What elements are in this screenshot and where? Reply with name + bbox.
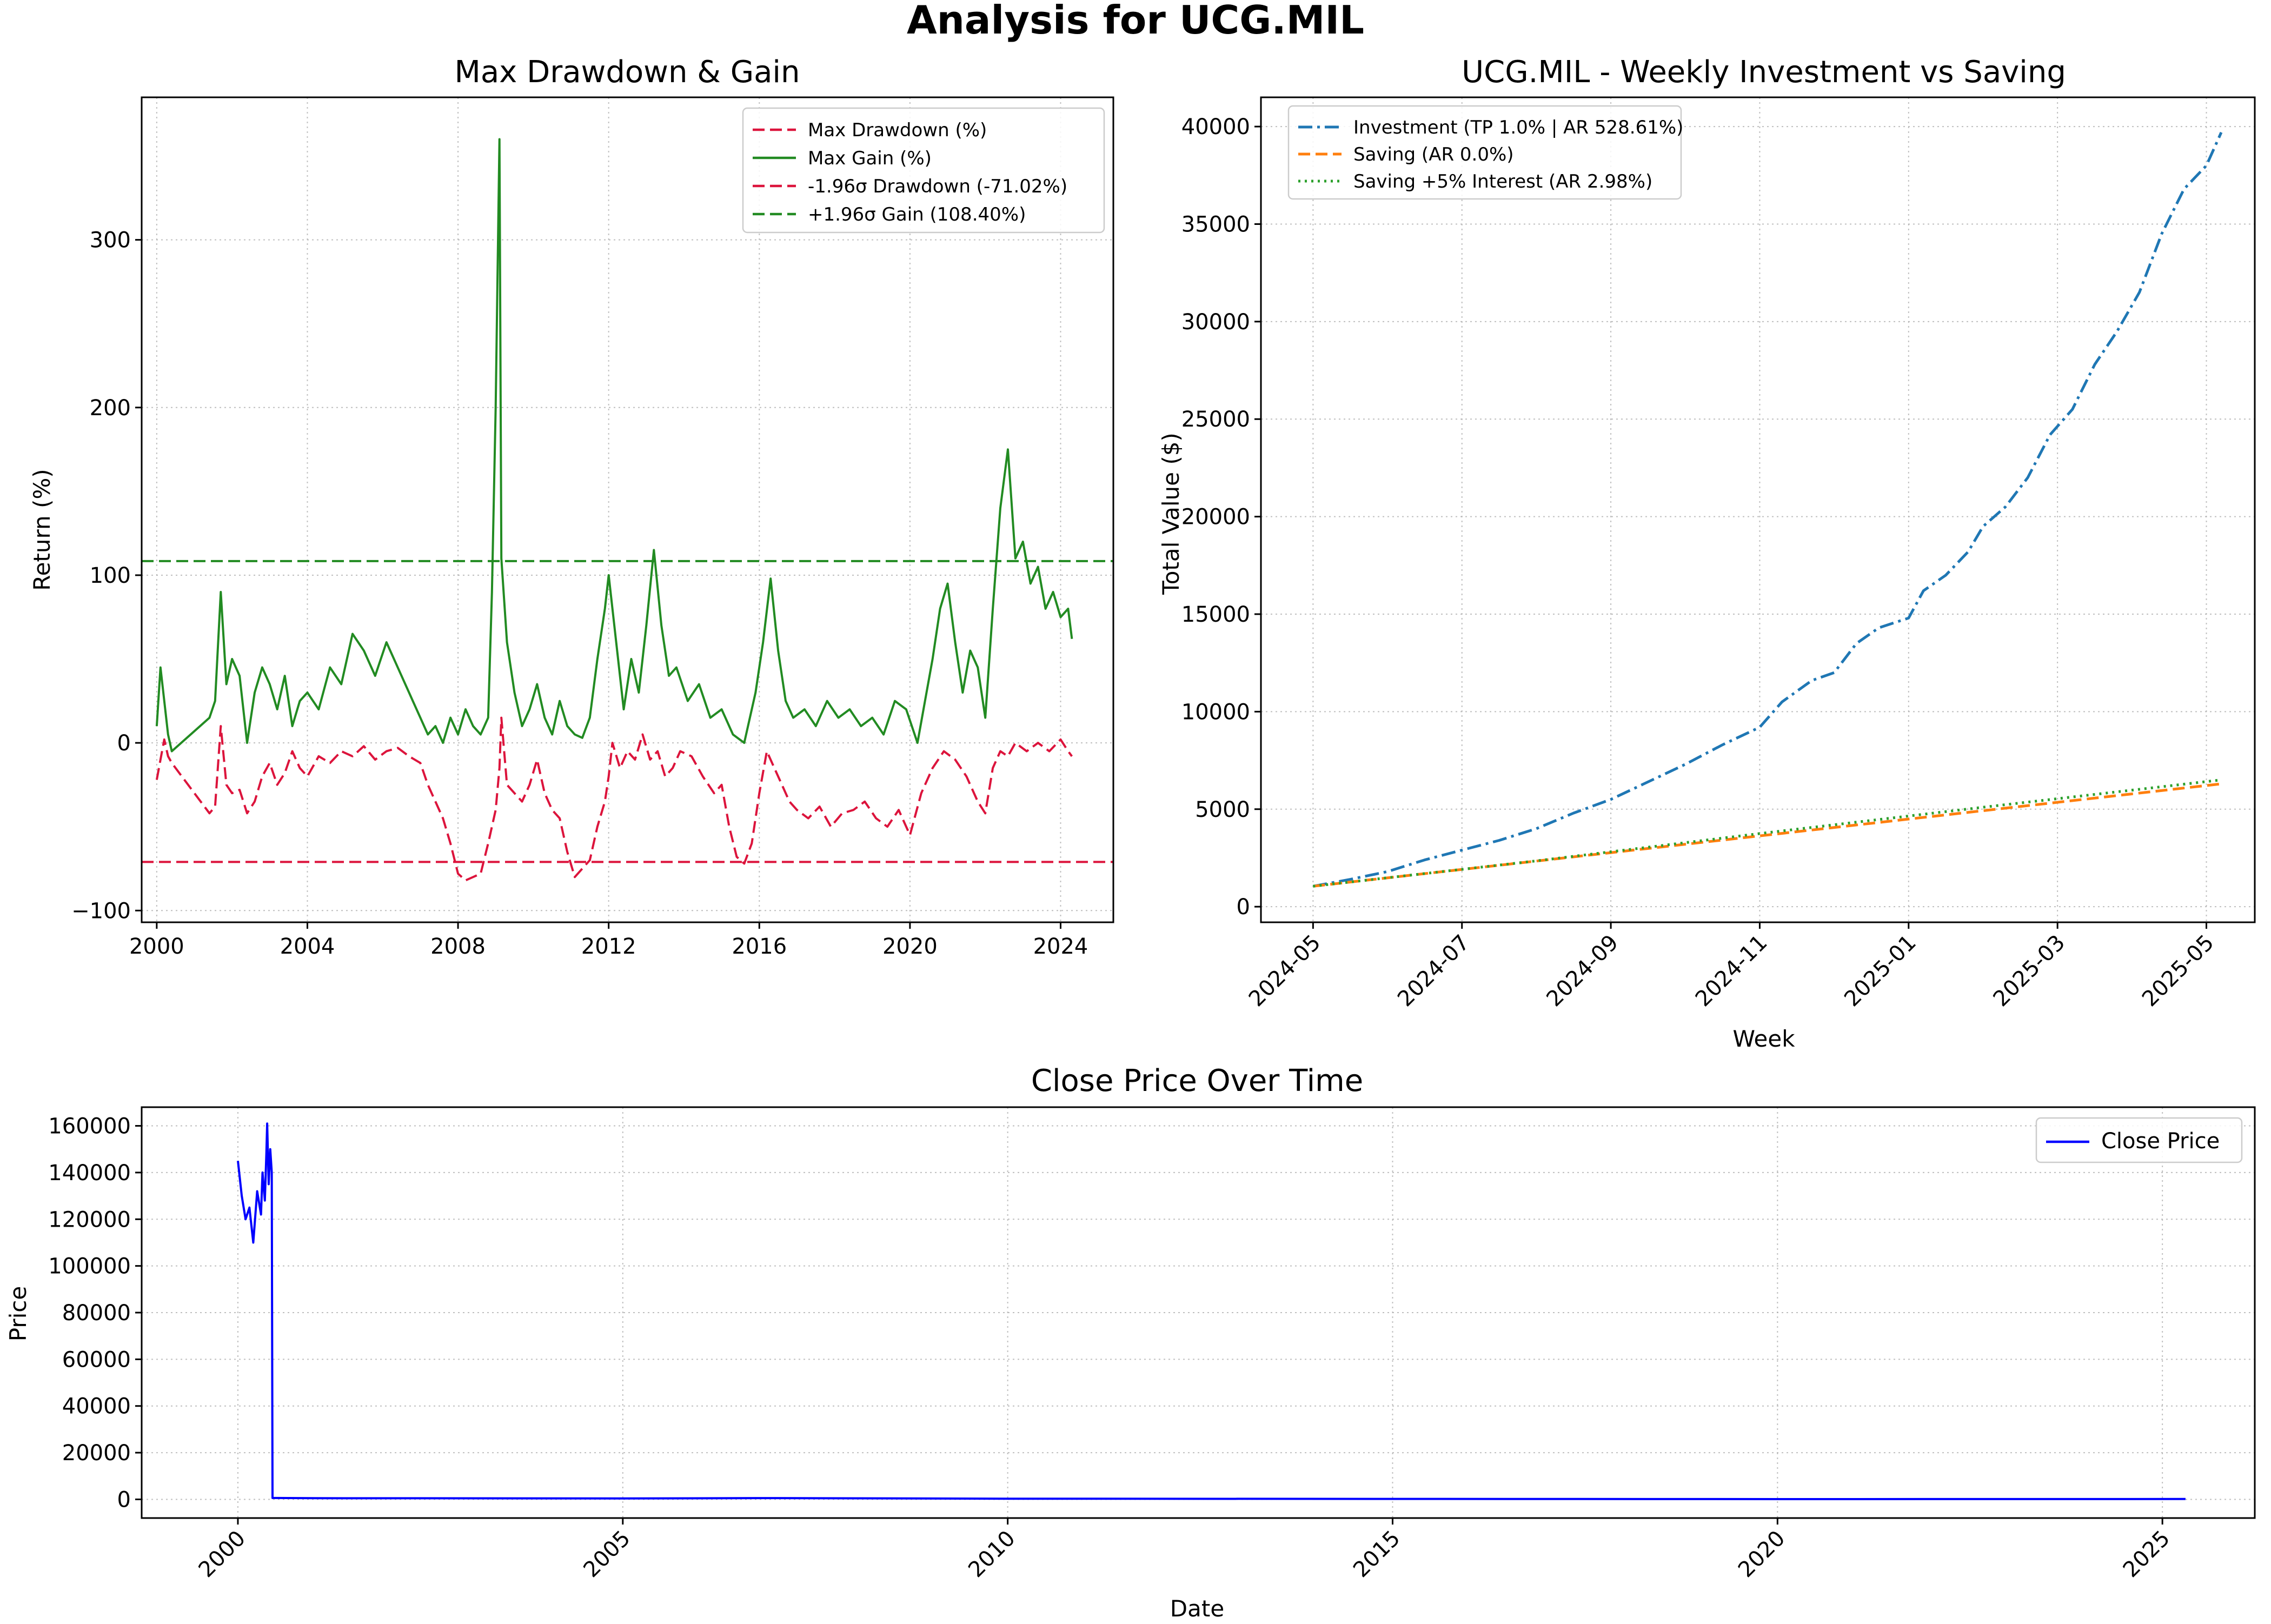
x-tick-label: 2025-01 [1840, 930, 1921, 1012]
x-axis-label: Date [1170, 1595, 1224, 1622]
series-line [1313, 782, 2222, 888]
legend-entry: Max Drawdown (%) [808, 119, 987, 141]
y-tick-label: 40000 [62, 1394, 131, 1419]
legend: Close Price [2035, 1117, 2243, 1163]
y-tick-label: 120000 [48, 1207, 131, 1232]
x-tick-label: 2025-05 [2137, 930, 2219, 1012]
close-price-chart: Close Price Over Time Price Date 2000 200… [5, 1063, 2256, 1622]
y-tick-label: 80000 [62, 1301, 131, 1326]
y-tick-label: 20000 [62, 1441, 131, 1466]
legend-entry: Close Price [2101, 1129, 2220, 1154]
y-tick-label: 0 [1237, 895, 1250, 920]
plot-frame [141, 96, 1114, 923]
chart-title: UCG.MIL - Weekly Investment vs Saving [1462, 55, 2066, 90]
x-tick-label: 2024-11 [1691, 930, 1772, 1012]
series-line [1313, 778, 2222, 888]
legend-entry: Investment (TP 1.0% | AR 528.61%) [1353, 117, 1683, 138]
figure-title: Analysis for UCG.MIL [907, 0, 1364, 43]
y-axis-label: Price [5, 1286, 31, 1341]
y-tick-label: 100000 [48, 1254, 131, 1279]
x-tick-label: 2000 [129, 934, 184, 959]
x-tick-label: 2004 [280, 934, 335, 959]
legend-entry: +1.96σ Gain (108.40%) [808, 204, 1026, 225]
legend-box [1287, 105, 1682, 200]
y-tick-label: 0 [117, 731, 131, 756]
x-tick-label: 2015 [1349, 1526, 1405, 1583]
legend: Max Drawdown (%) Max Gain (%) -1.96σ Drawd… [742, 107, 1105, 234]
series-line [237, 1122, 2186, 1500]
series-line [155, 138, 1073, 753]
x-axis-label: Week [1732, 1026, 1795, 1052]
y-tick-label: 60000 [62, 1347, 131, 1372]
series-line [155, 716, 1073, 882]
x-tick-label: 2020 [1734, 1526, 1790, 1583]
y-tick-label: 300 [90, 228, 131, 253]
x-tick-label: 2010 [964, 1526, 1020, 1583]
x-tick-label: 2020 [882, 934, 938, 959]
drawdown-gain-chart: Max Drawdown & Gain Return (%) 2000 2004 2… [29, 55, 1114, 959]
x-tick-label: 2024 [1033, 934, 1088, 959]
legend-entry: Saving (AR 0.0%) [1353, 144, 1514, 165]
x-tick-label: 2016 [732, 934, 787, 959]
y-tick-label: 200 [90, 396, 131, 421]
y-tick-label: 0 [117, 1487, 131, 1512]
legend-entry: Saving +5% Interest (AR 2.98%) [1353, 171, 1652, 192]
x-tick-label: 2008 [430, 934, 486, 959]
y-tick-label: −100 [71, 898, 131, 923]
x-tick-label: 2024-07 [1393, 930, 1475, 1012]
y-axis-label: Total Value ($) [1158, 432, 1184, 595]
x-tick-label: 2025-03 [1989, 930, 2070, 1012]
investment-saving-chart: UCG.MIL - Weekly Investment vs Saving To… [1158, 55, 2256, 1052]
y-tick-label: 25000 [1181, 407, 1250, 432]
y-tick-label: 160000 [48, 1114, 131, 1139]
chart-title: Close Price Over Time [1031, 1063, 1363, 1099]
y-tick-label: 140000 [48, 1161, 131, 1186]
y-tick-label: 35000 [1181, 212, 1250, 237]
y-tick-label: 10000 [1181, 700, 1250, 724]
x-tick-label: 2024-05 [1244, 930, 1326, 1012]
legend-entry: -1.96σ Drawdown (-71.02%) [808, 176, 1067, 197]
y-tick-label: 5000 [1195, 797, 1250, 822]
chart-title: Max Drawdown & Gain [455, 55, 800, 90]
y-axis-label: Return (%) [29, 469, 55, 590]
x-tick-label: 2025 [2119, 1526, 2175, 1583]
legend-box [742, 107, 1105, 234]
series-line [1312, 131, 2223, 888]
legend: Investment (TP 1.0% | AR 528.61%) Saving … [1287, 105, 1683, 200]
x-tick-label: 2012 [581, 934, 636, 959]
y-tick-label: 20000 [1181, 505, 1250, 530]
legend-entry: Max Gain (%) [808, 148, 932, 169]
y-tick-label: 15000 [1181, 602, 1250, 627]
y-tick-label: 30000 [1181, 310, 1250, 335]
y-tick-label: 40000 [1181, 115, 1250, 139]
y-tick-label: 100 [90, 563, 131, 588]
legend-box [2035, 1117, 2243, 1163]
x-tick-label: 2024-09 [1542, 930, 1623, 1012]
x-tick-label: 2005 [579, 1526, 635, 1583]
plot-frame [1260, 96, 2256, 923]
x-tick-label: 2000 [194, 1526, 251, 1583]
